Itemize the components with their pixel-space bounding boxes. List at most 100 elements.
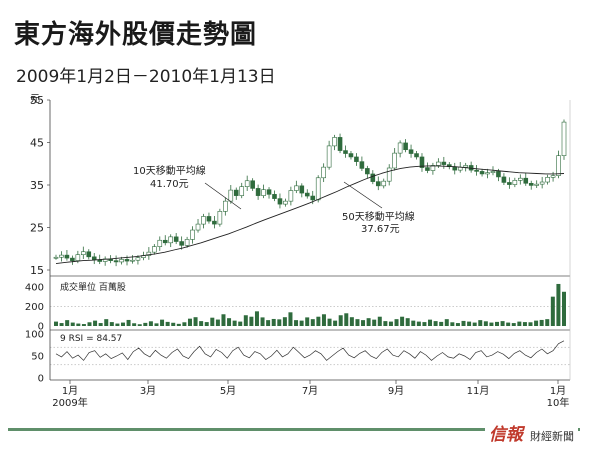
volume-bar [266, 320, 271, 326]
price-candle [485, 172, 490, 175]
price-candle [250, 180, 255, 189]
volume-bar [388, 321, 393, 326]
price-candle [556, 155, 561, 176]
volume-tick-label: 200 [25, 302, 44, 313]
price-candle [53, 256, 59, 259]
volume-bar [187, 318, 192, 326]
price-candle [146, 251, 152, 256]
price-candle [501, 176, 507, 183]
volume-bar [199, 321, 204, 326]
price-candle [408, 149, 414, 154]
price-candle [414, 153, 419, 158]
volume-bar [243, 315, 248, 326]
price-candle [152, 246, 157, 253]
price-candle [441, 161, 447, 165]
price-candle [332, 137, 337, 147]
price-candle [359, 161, 365, 169]
price-candle [479, 171, 485, 175]
volume-bar [528, 322, 533, 326]
brand-mark: 信報 [488, 425, 523, 445]
volume-bar [238, 321, 243, 326]
volume-tick-label: 400 [25, 282, 44, 293]
price-candle [266, 189, 272, 195]
volume-bar [534, 320, 539, 326]
volume-bar [500, 321, 505, 326]
price-tick-label: 45 [30, 137, 44, 150]
volume-bar [472, 322, 477, 326]
volume-tick-label: 0 [38, 322, 44, 333]
volume-bar [478, 320, 483, 326]
volume-bar [433, 321, 438, 326]
volume-bar [422, 322, 427, 326]
price-candle [436, 161, 441, 166]
price-candle [212, 220, 217, 225]
ma10-label: 10天移動平均線 [133, 164, 206, 177]
volume-bar [495, 321, 500, 326]
volume-bar [483, 321, 488, 326]
price-candle [119, 259, 124, 263]
volume-label: 成交單位 百萬股 [60, 281, 126, 293]
price-candle [195, 223, 201, 231]
price-candle [337, 137, 343, 151]
volume-bar [104, 319, 109, 326]
price-candle [124, 259, 130, 262]
volume-bar [143, 322, 148, 326]
price-candle [321, 166, 326, 179]
price-candle [130, 259, 135, 262]
price-candle [392, 152, 397, 169]
price-series [53, 119, 567, 267]
volume-bar [428, 319, 433, 326]
volume-bar [550, 296, 555, 326]
price-candle [474, 169, 479, 172]
volume-bar [65, 320, 70, 326]
price-tick-label: 55 [30, 94, 44, 107]
price-candle [545, 177, 550, 183]
volume-bar [377, 316, 382, 326]
volume-bar [160, 319, 165, 326]
volume-bar [321, 314, 326, 326]
volume-bar [539, 319, 544, 326]
volume-bar [182, 322, 187, 326]
x-tick-label: 11月 [467, 385, 490, 397]
volume-bar [455, 323, 460, 326]
volume-bar [126, 319, 131, 326]
volume-bar [394, 319, 399, 326]
x-tick-label: 1月 [62, 385, 78, 397]
ma10-value: 41.70元 [150, 179, 189, 190]
price-candle [70, 257, 75, 261]
volume-bar [132, 323, 137, 326]
rsi-axis: 0 50 100 [25, 330, 570, 385]
price-candle [419, 156, 425, 168]
volume-bar [444, 319, 449, 326]
volume-bar [355, 319, 360, 326]
volume-bar [310, 319, 315, 326]
price-candle [113, 260, 119, 263]
volume-bar [344, 313, 349, 326]
volume-bar [87, 322, 92, 326]
volume-bar [366, 318, 371, 326]
price-candle [425, 167, 430, 171]
volume-bar [109, 322, 114, 326]
volume-bar [249, 316, 254, 326]
volume-bar [171, 322, 176, 326]
price-candle [343, 150, 348, 154]
price-candle [348, 153, 354, 158]
price-candle [91, 256, 97, 261]
volume-bar [165, 321, 170, 326]
price-candle [223, 200, 228, 212]
ma50-value: 37.67元 [361, 224, 400, 235]
volume-bar [522, 322, 527, 326]
x-year-label: 2009年 [52, 396, 87, 409]
volume-bar [120, 322, 125, 326]
volume-bar [562, 291, 566, 326]
volume-bar [227, 318, 232, 326]
price-candle [381, 180, 387, 187]
price-candle [299, 185, 305, 194]
volume-bar [215, 319, 220, 326]
price-tick-label: 25 [30, 222, 44, 235]
volume-bar [115, 323, 120, 326]
volume-axis: 0 200 400 [25, 282, 570, 333]
price-tick-label: 15 [30, 264, 44, 277]
volume-bar [349, 317, 354, 326]
